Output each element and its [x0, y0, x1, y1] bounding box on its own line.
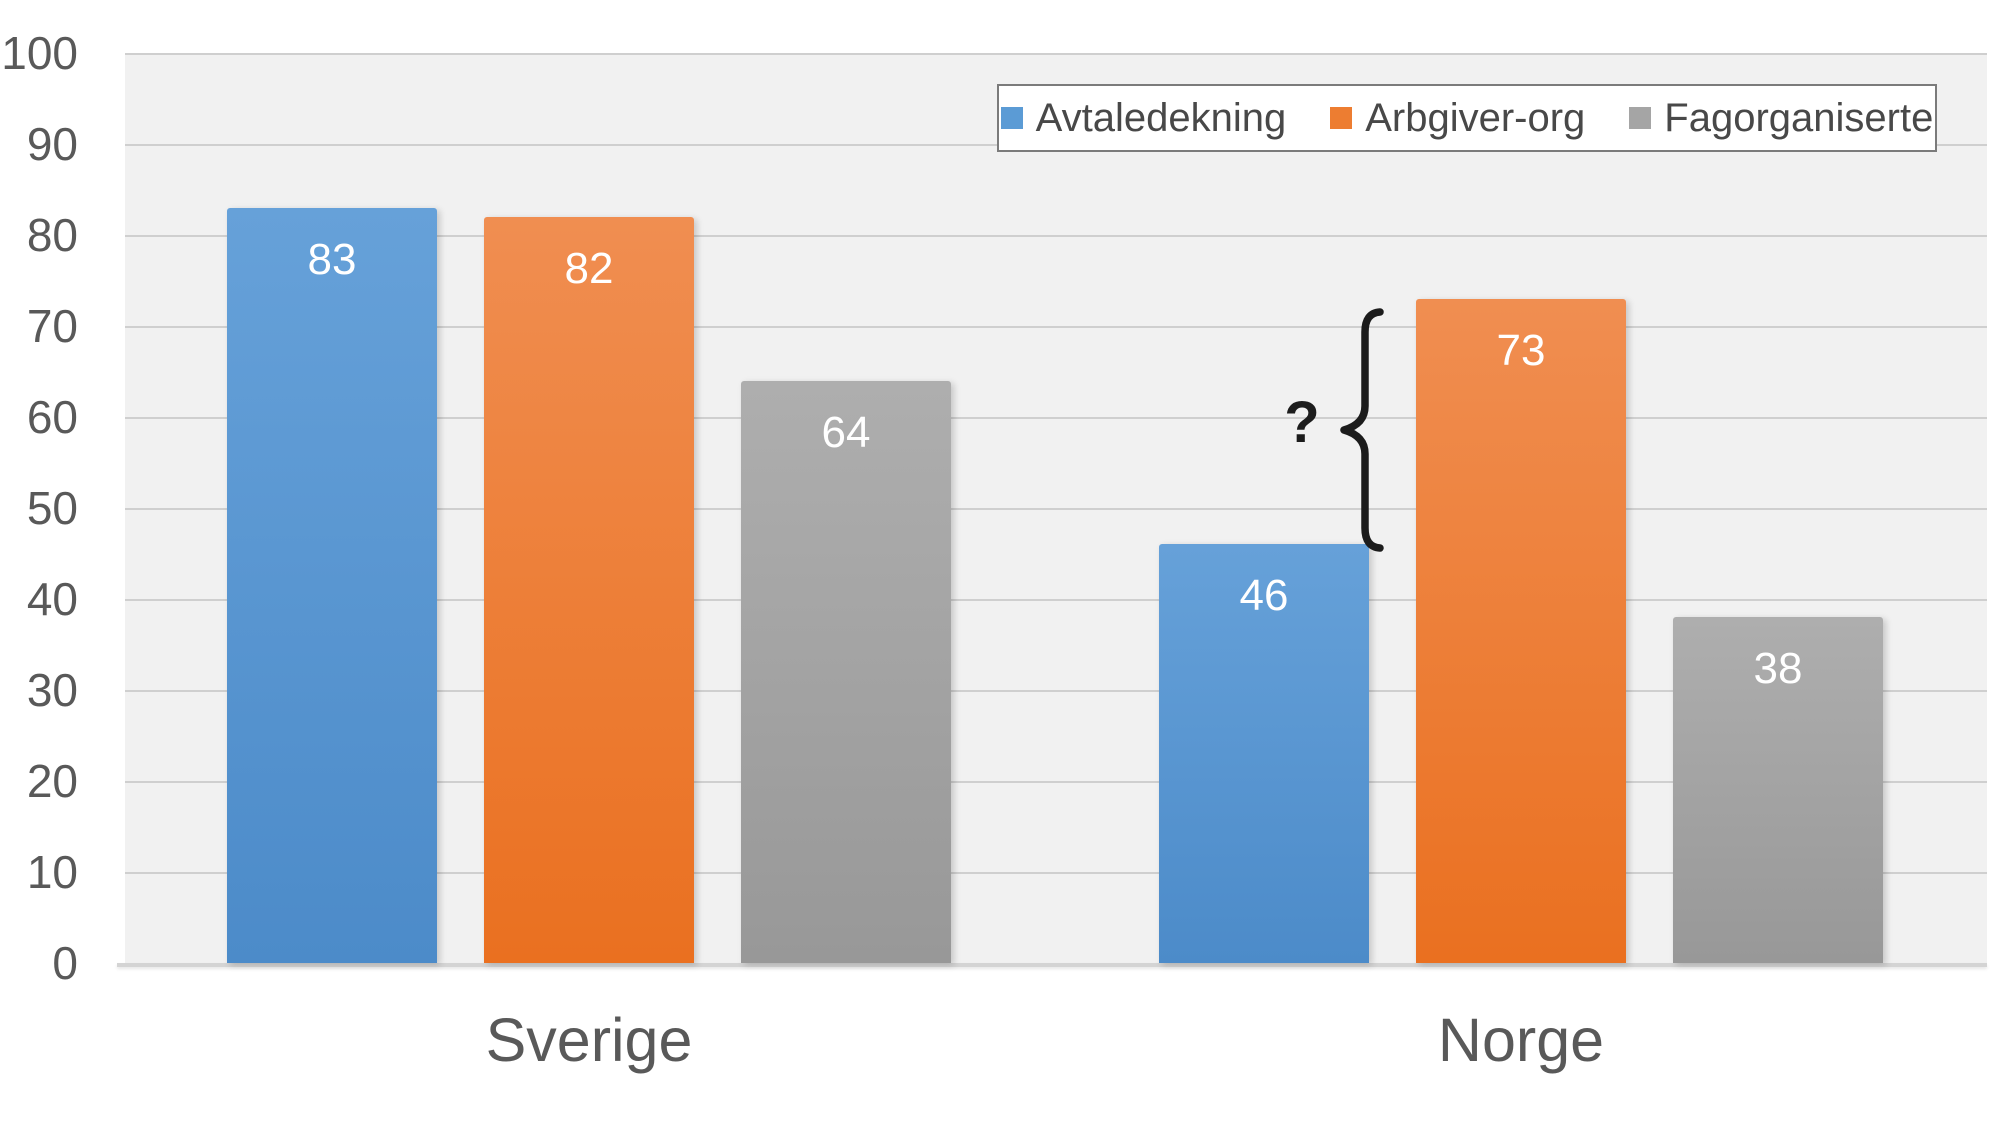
bar-value-label: 82 — [564, 243, 614, 293]
bar-norge-avtaledekning: 46 — [1159, 544, 1369, 963]
legend-swatch-icon — [1330, 107, 1353, 129]
legend-label: Arbgiver-org — [1365, 96, 1586, 140]
gridline — [125, 690, 1987, 692]
question-mark-annotation: ? — [1284, 390, 1320, 455]
legend-item-avtaledekning: Avtaledekning — [1000, 96, 1287, 140]
y-tick-label: 60 — [26, 391, 78, 443]
bar-value-label: 73 — [1496, 325, 1546, 375]
y-tick-label: 100 — [1, 27, 78, 79]
x-category-label-norge: Norge — [1437, 1006, 1605, 1074]
y-tick-label: 20 — [26, 755, 78, 807]
y-tick-label: 90 — [26, 118, 78, 170]
gridline — [125, 235, 1987, 237]
legend-label: Fagorganiserte — [1664, 96, 1934, 140]
x-category-label-sverige: Sverige — [485, 1006, 693, 1074]
bar-value-label: 64 — [821, 407, 871, 457]
y-tick-label: 50 — [26, 482, 78, 534]
legend-swatch-icon — [1000, 107, 1023, 129]
bar-norge-arbgiver-org: 73 — [1416, 298, 1626, 963]
bar-sverige-arbgiver-org: 82 — [484, 216, 694, 963]
y-tick-label: 10 — [26, 846, 78, 898]
bar-value-label: 38 — [1753, 644, 1803, 694]
gridline — [125, 599, 1987, 601]
gridline — [125, 326, 1987, 328]
y-tick-label: 80 — [26, 209, 78, 261]
gridline — [125, 781, 1987, 783]
y-tick-label: 40 — [26, 573, 78, 625]
legend: Avtaledekning Arbgiver-org Fagorganiserte — [997, 84, 1937, 152]
x-axis-line — [117, 963, 1987, 967]
gridline — [125, 508, 1987, 510]
y-tick-label: 70 — [26, 300, 78, 352]
legend-label: Avtaledekning — [1035, 96, 1287, 140]
legend-item-fagorganiserte: Fagorganiserte — [1629, 96, 1933, 140]
bar-value-label: 83 — [307, 234, 357, 284]
bar-norge-fagorganiserte: 38 — [1673, 617, 1883, 963]
curly-brace-icon — [1340, 308, 1384, 552]
legend-item-arbgiver-org: Arbgiver-org — [1330, 96, 1585, 140]
gridline — [125, 872, 1987, 874]
gridline — [125, 53, 1987, 55]
bar-sverige-avtaledekning: 83 — [227, 207, 437, 963]
y-tick-label: 30 — [26, 664, 78, 716]
bar-sverige-fagorganiserte: 64 — [741, 380, 951, 963]
y-tick-label: 0 — [52, 937, 78, 989]
bar-value-label: 46 — [1239, 571, 1289, 621]
gridline — [125, 417, 1987, 419]
legend-swatch-icon — [1629, 107, 1652, 129]
